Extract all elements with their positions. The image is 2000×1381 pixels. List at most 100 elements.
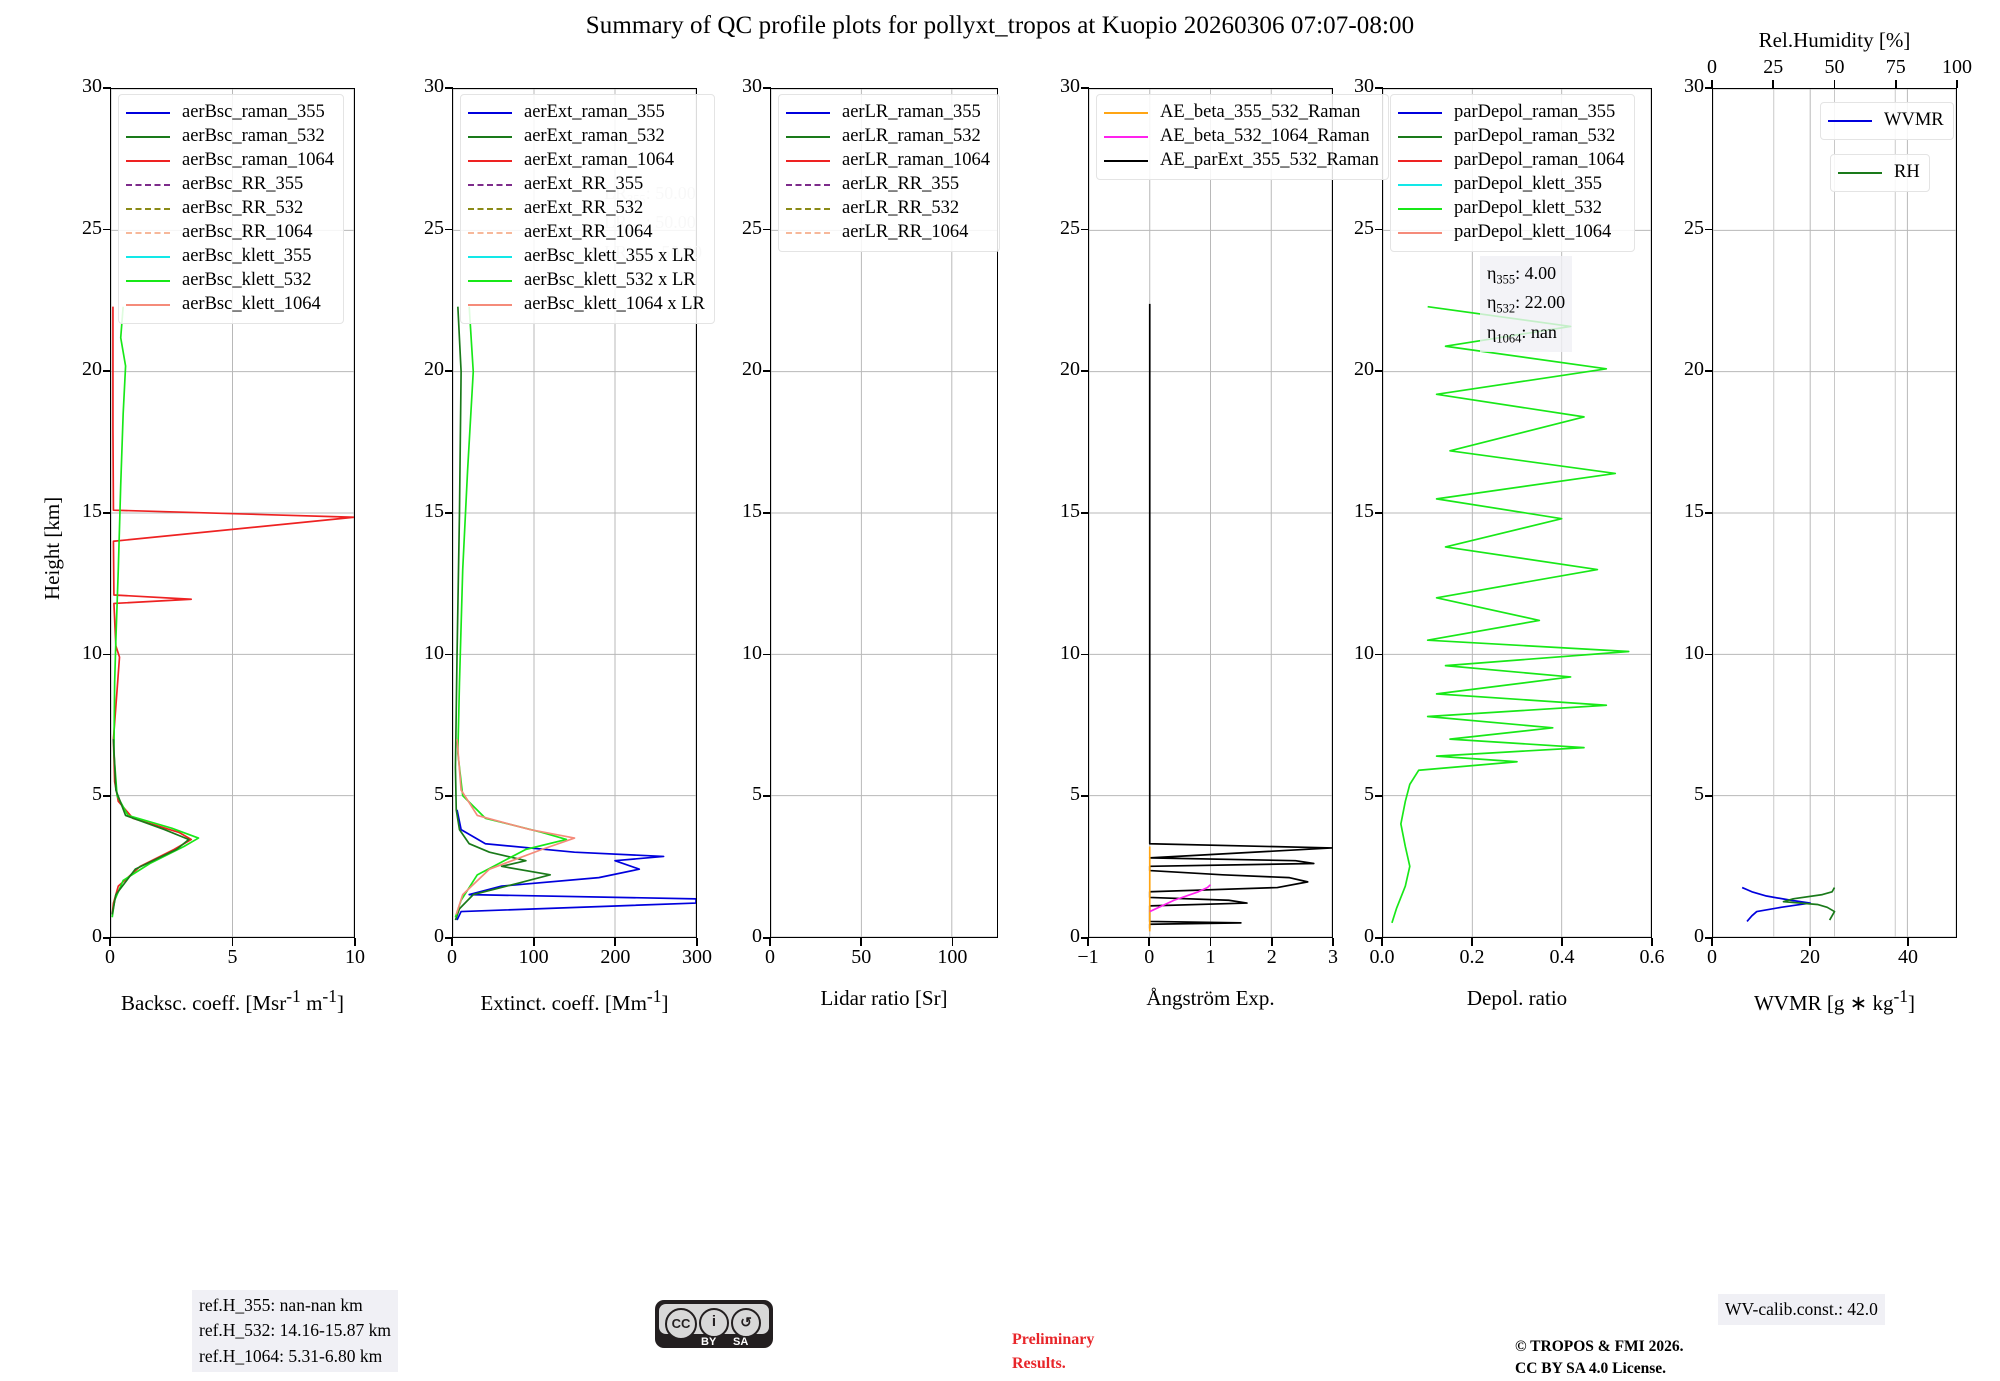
legend-color-swatch	[126, 112, 170, 114]
cc-sa-label: SA	[733, 1336, 749, 1348]
x-axis-title-backscatter: Backsc. coeff. [Msr-1 m-1]	[121, 986, 344, 1015]
legend-entry[interactable]: aerBsc_raman_1064	[126, 149, 334, 173]
y-tick-label: 10	[742, 641, 762, 664]
legend-entry[interactable]: aerExt_raman_532	[468, 125, 705, 149]
y-tick-mark	[1081, 795, 1089, 798]
legend-rh[interactable]: RH	[1830, 154, 1930, 192]
y-tick-mark	[1705, 795, 1713, 798]
legend-label: parDepol_raman_532	[1454, 126, 1616, 147]
legend-entry[interactable]: aerBsc_klett_1064	[126, 293, 334, 317]
legend-entry[interactable]: aerBsc_klett_355	[126, 245, 334, 269]
legend-color-swatch	[1398, 136, 1442, 138]
y-tick-mark	[445, 87, 453, 89]
legend-entry[interactable]: parDepol_raman_532	[1398, 125, 1625, 149]
y-tick-label: 25	[82, 216, 102, 239]
legend-lidar-ratio[interactable]: aerLR_raman_355 aerLR_raman_532 aerLR_rama…	[778, 94, 1000, 252]
x-tick-label: 1	[1205, 946, 1216, 968]
legend-entry[interactable]: RH	[1838, 161, 1920, 185]
y-tick-label: 30	[742, 75, 762, 97]
legend-entry[interactable]: aerLR_RR_1064	[786, 221, 990, 245]
legend-entry[interactable]: aerExt_RR_355	[468, 173, 705, 197]
copyright-note: © TROPOS & FMI 2026. CC BY SA 4.0 Licens…	[1515, 1338, 1684, 1378]
legend-entry[interactable]: parDepol_raman_1064	[1398, 149, 1625, 173]
y-tick-mark	[1375, 370, 1383, 373]
legend-wvmr[interactable]: WVMR	[1820, 102, 1954, 140]
y-tick-label: 15	[424, 500, 444, 522]
x-tick-mark	[451, 938, 453, 946]
y-tick-mark	[445, 795, 453, 798]
legend-entry[interactable]: aerLR_raman_532	[786, 125, 990, 149]
legend-backscatter[interactable]: aerBsc_raman_355 aerBsc_raman_532 aerBsc_r…	[118, 94, 345, 324]
y-tick-mark	[1705, 512, 1713, 514]
y-tick-label: 0	[434, 925, 444, 947]
legend-color-swatch	[126, 280, 170, 282]
legend-entry[interactable]: aerLR_RR_355	[786, 173, 990, 197]
y-tick-label: 30	[1684, 75, 1704, 97]
legend-entry[interactable]: parDepol_klett_532	[1398, 197, 1625, 221]
legend-entry[interactable]: AE_parExt_355_532_Raman	[1104, 149, 1379, 173]
legend-entry[interactable]: aerBsc_klett_1064 x LR	[468, 293, 705, 317]
legend-entry[interactable]: aerExt_RR_532	[468, 197, 705, 221]
x-tick-mark	[1561, 938, 1563, 946]
legend-entry[interactable]: aerBsc_RR_1064	[126, 221, 334, 245]
legend-extinction[interactable]: aerExt_raman_355 aerExt_raman_532 aerExt_r…	[460, 94, 715, 324]
legend-entry[interactable]: WVMR	[1828, 109, 1944, 133]
legend-label: aerBsc_RR_355	[182, 174, 304, 195]
legend-entry[interactable]: parDepol_klett_355	[1398, 173, 1625, 197]
top-x-tick-label: 100	[1942, 56, 1972, 78]
y-tick-mark	[1705, 653, 1713, 656]
legend-entry[interactable]: aerLR_RR_532	[786, 197, 990, 221]
y-tick-label: 0	[1694, 925, 1704, 947]
y-tick-mark	[103, 795, 111, 798]
y-tick-mark	[1705, 228, 1713, 231]
legend-color-swatch	[468, 136, 512, 138]
x-tick-label: 0	[765, 946, 775, 968]
y-tick-mark	[103, 228, 111, 231]
legend-label: parDepol_klett_1064	[1454, 222, 1612, 243]
legend-color-swatch	[1398, 160, 1442, 162]
y-tick-mark	[1081, 512, 1089, 514]
legend-label: aerLR_raman_532	[842, 126, 981, 147]
x-tick-mark	[1148, 938, 1151, 946]
y-tick-label: 25	[424, 216, 444, 239]
legend-entry[interactable]: aerExt_raman_355	[468, 101, 705, 125]
legend-entry[interactable]: parDepol_klett_1064	[1398, 221, 1625, 245]
legend-entry[interactable]: AE_beta_355_532_Raman	[1104, 101, 1379, 125]
x-tick-label: 100	[518, 946, 549, 968]
legend-angstrom[interactable]: AE_beta_355_532_Raman AE_beta_532_1064_Ra…	[1096, 94, 1389, 180]
legend-entry[interactable]: aerExt_raman_1064	[468, 149, 705, 173]
legend-entry[interactable]: parDepol_raman_355	[1398, 101, 1625, 125]
legend-label: aerBsc_klett_1064	[182, 294, 321, 315]
x-tick-label: 40	[1898, 946, 1918, 968]
legend-entry[interactable]: aerExt_RR_1064	[468, 221, 705, 245]
legend-label: aerExt_raman_532	[524, 126, 665, 147]
legend-label: RH	[1894, 162, 1920, 183]
legend-entry[interactable]: aerBsc_RR_532	[126, 197, 334, 221]
legend-entry[interactable]: aerBsc_klett_532	[126, 269, 334, 293]
legend-entry[interactable]: aerBsc_raman_532	[126, 125, 334, 149]
x-tick-label: 3	[1328, 946, 1338, 968]
y-tick-mark	[1705, 937, 1713, 939]
y-tick-mark	[445, 228, 453, 231]
y-tick-label: 30	[82, 75, 102, 97]
legend-entry[interactable]: aerBsc_raman_355	[126, 101, 334, 125]
legend-entry[interactable]: aerBsc_RR_355	[126, 173, 334, 197]
y-tick-label: 0	[92, 925, 102, 947]
legend-entry[interactable]: aerLR_raman_355	[786, 101, 990, 125]
legend-color-swatch	[468, 184, 512, 186]
plot-panel-wvmr-rh	[1712, 88, 1957, 938]
legend-entry[interactable]: AE_beta_532_1064_Raman	[1104, 125, 1379, 149]
y-tick-mark	[1375, 653, 1383, 656]
y-tick-mark	[1375, 937, 1383, 939]
legend-depolarization[interactable]: parDepol_raman_355 parDepol_raman_532 parD…	[1390, 94, 1635, 252]
x-tick-label: 100	[937, 946, 968, 968]
x-tick-label: 0.0	[1369, 946, 1395, 968]
legend-color-swatch	[468, 160, 512, 162]
legend-entry[interactable]: aerBsc_klett_532 x LR	[468, 269, 705, 293]
x-tick-mark	[696, 938, 698, 946]
y-tick-mark	[1081, 370, 1089, 373]
legend-entry[interactable]: aerBsc_klett_355 x LR	[468, 245, 705, 269]
legend-entry[interactable]: aerLR_raman_1064	[786, 149, 990, 173]
legend-color-swatch	[786, 232, 830, 234]
